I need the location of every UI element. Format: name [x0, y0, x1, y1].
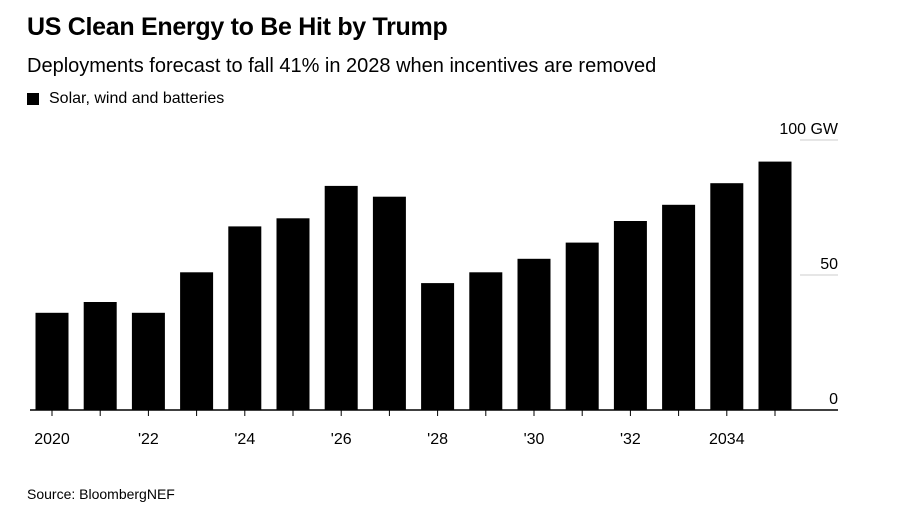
bar-2021 [83, 302, 117, 410]
bar-2025 [276, 218, 310, 410]
chart-subtitle: Deployments forecast to fall 41% in 2028… [27, 55, 657, 77]
y-tick-label: 50 [820, 256, 838, 273]
x-tick-label-2022: '22 [138, 431, 159, 448]
legend-label: Solar, wind and batteries [49, 90, 225, 107]
bar-2020 [35, 312, 69, 410]
bar-2031 [565, 242, 599, 410]
bar-2035 [758, 161, 792, 410]
legend: Solar, wind and batteries [27, 90, 224, 108]
bar-2030 [517, 258, 551, 410]
x-tick-label-2020: 2020 [34, 431, 70, 448]
legend-swatch [27, 93, 39, 105]
bar-2029 [469, 272, 503, 410]
bar-2024 [228, 226, 262, 410]
grid-lines [800, 139, 838, 276]
bar-2023 [180, 272, 214, 410]
x-tick-label-2034: 2034 [709, 431, 745, 448]
bar-2026 [324, 185, 358, 410]
bar-2028 [421, 283, 455, 410]
y-tick-label: 100 GW [779, 121, 839, 138]
x-tick-label-2026: '26 [331, 431, 352, 448]
bar-2027 [372, 196, 406, 410]
x-axis-labels: 2020 '22 '24 '26 '28 '30 '32 2034 [34, 431, 744, 448]
bar-2032 [613, 221, 647, 410]
x-tick-label-2028: '28 [427, 431, 448, 448]
bar-chart: 0 50 100 GW 2020 '22 '24 '26 '28 '30 '32 2034 [30, 121, 839, 448]
y-tick-label: 0 [829, 391, 838, 408]
y-axis-labels: 0 50 100 GW [779, 121, 839, 408]
x-tick-label-2030: '30 [524, 431, 545, 448]
x-tick-label-2024: '24 [234, 431, 255, 448]
chart-title: US Clean Energy to Be Hit by Trump [27, 13, 448, 41]
bar-2033 [662, 204, 696, 410]
source-note: Source: BloombergNEF [27, 486, 175, 502]
bar-2034 [710, 183, 744, 410]
x-axis-tick-marks [51, 410, 776, 416]
x-tick-label-2032: '32 [620, 431, 641, 448]
bar-2022 [131, 312, 165, 410]
bars [35, 161, 792, 410]
